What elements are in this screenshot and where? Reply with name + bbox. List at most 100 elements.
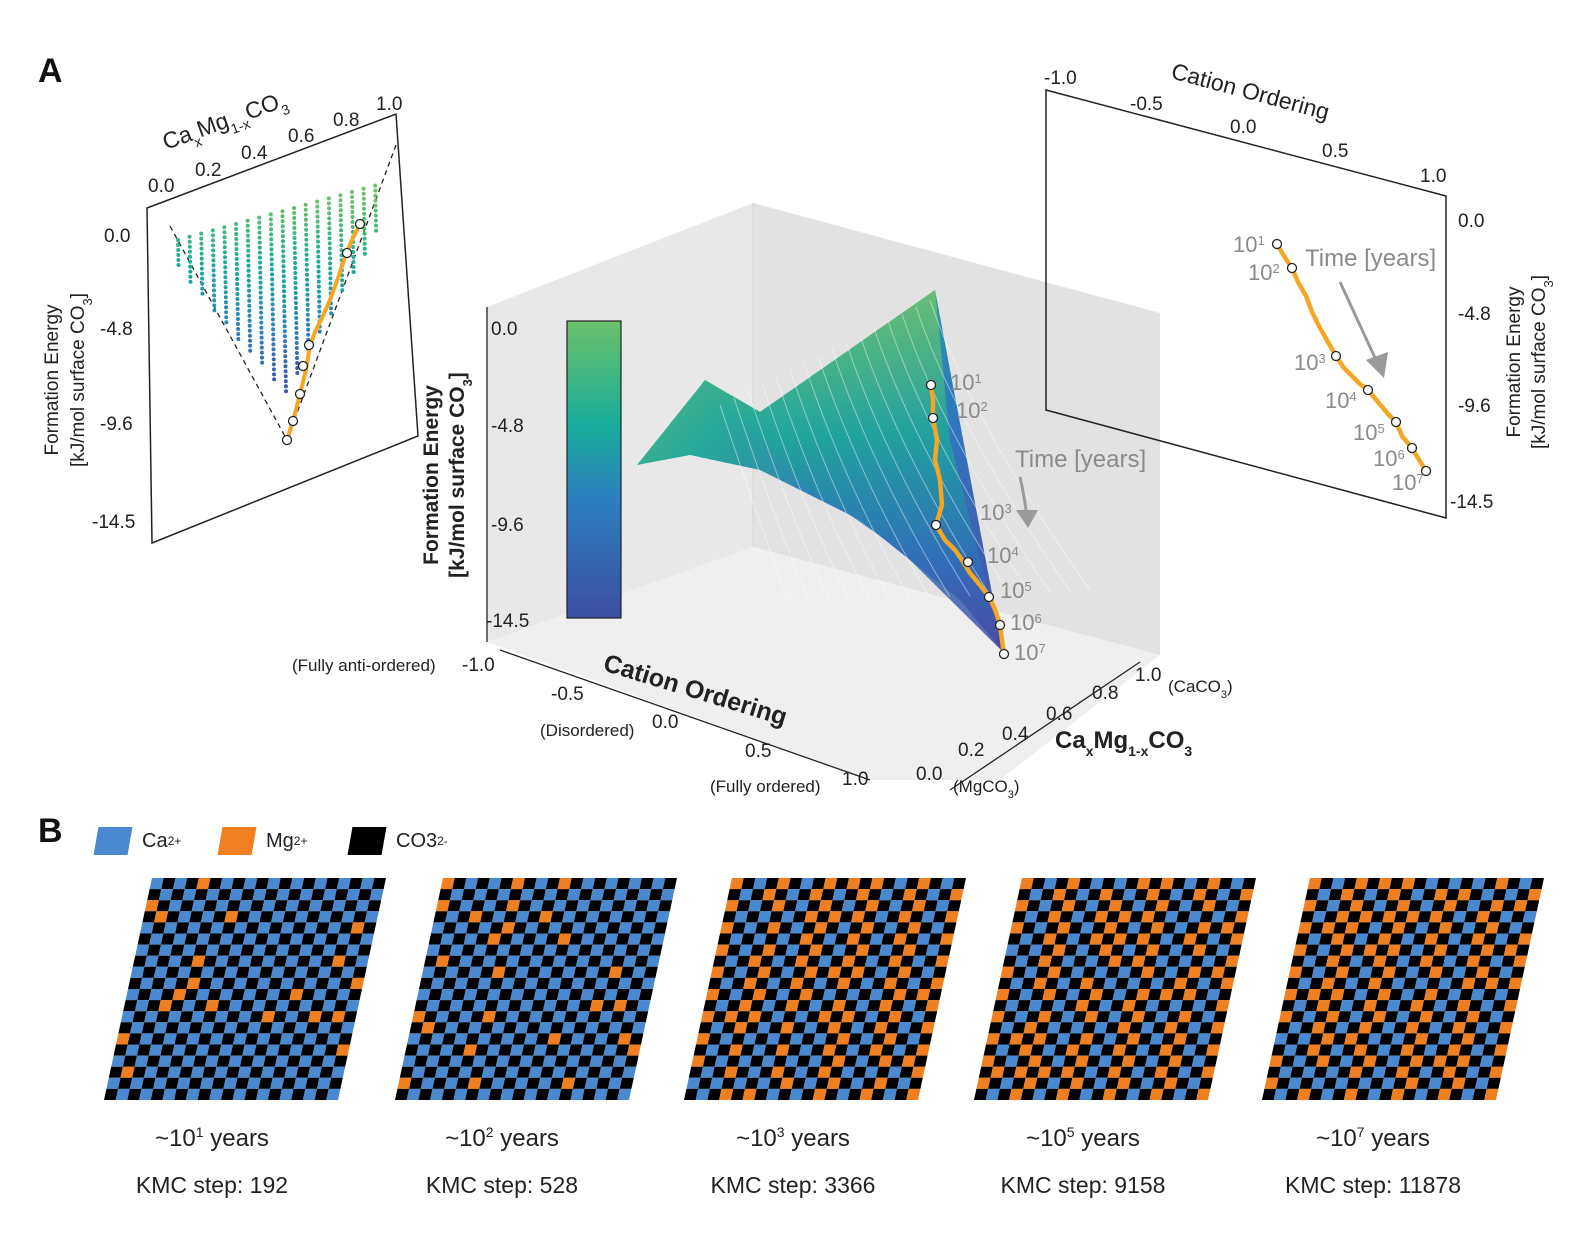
lattice-cell — [1007, 933, 1022, 945]
lattice-cell — [648, 944, 663, 956]
lattice-cell — [416, 989, 431, 1001]
lattice-cell — [242, 933, 257, 945]
scatter-point — [235, 317, 240, 321]
lattice-cell — [837, 922, 852, 934]
lattice-cell — [1283, 1044, 1298, 1056]
lattice-cell — [1447, 1044, 1462, 1056]
lattice-cell — [1459, 989, 1474, 1001]
lattice-cell — [1449, 1033, 1464, 1045]
lattice-cell — [305, 966, 320, 978]
lattice-cell — [151, 1033, 166, 1045]
scatter-point — [281, 264, 286, 269]
scatter-point — [187, 234, 192, 239]
lattice-cell — [726, 1055, 741, 1067]
lattice-cell — [1505, 989, 1520, 1001]
lattice-cell — [1067, 1088, 1082, 1100]
lattice-cell — [797, 944, 812, 956]
lattice-cell — [153, 1077, 168, 1089]
lattice-cell — [890, 1055, 905, 1067]
lattice-cell — [221, 1033, 236, 1045]
lattice-cell — [543, 889, 558, 901]
scatter-point — [283, 379, 288, 384]
lattice-cell — [1159, 1044, 1174, 1056]
lattice-cell — [1100, 989, 1115, 1001]
scatter-point — [199, 256, 204, 261]
lattice-cell — [1461, 922, 1476, 934]
lattice-cell — [1287, 1077, 1302, 1089]
scatter-point — [350, 210, 355, 214]
lattice-cell — [1469, 889, 1484, 901]
lattice-cell — [482, 955, 497, 967]
lattice-cell — [1323, 1022, 1338, 1034]
lattice-cell — [1454, 955, 1469, 967]
lattice-cell — [1288, 966, 1303, 978]
lattice-cell — [825, 922, 840, 934]
lattice-cell — [1304, 944, 1319, 956]
lattice-cell — [604, 878, 619, 890]
lattice-cell — [1348, 1066, 1363, 1078]
lattice-cell — [487, 878, 502, 890]
scatter-point — [270, 272, 274, 277]
lattice-cell — [855, 889, 870, 901]
lattice-cell — [729, 933, 744, 945]
lattice-cell — [1026, 900, 1041, 912]
lattice-cell — [1110, 889, 1125, 901]
lattice-cell — [470, 955, 485, 967]
lattice-cell — [1300, 911, 1315, 923]
lattice-cell — [1061, 955, 1076, 967]
lattice-cell — [250, 900, 265, 912]
lattice-cell — [321, 1055, 336, 1067]
lattice-cell — [1475, 966, 1490, 978]
scatter-point — [362, 236, 367, 241]
lattice-cell — [909, 1022, 924, 1034]
lattice-cell — [127, 1033, 142, 1045]
lattice-cell — [1035, 966, 1050, 978]
lattice-cell — [419, 977, 434, 989]
scatter-point — [280, 219, 285, 224]
scatter-point — [338, 213, 343, 218]
lattice-cell — [1120, 900, 1135, 912]
lattice-cell — [277, 989, 292, 1001]
lattice-cell — [787, 1044, 802, 1056]
scatter-point — [339, 228, 344, 233]
scatter-point — [315, 219, 320, 224]
lattice-cell — [1468, 944, 1483, 956]
lattice-cell — [1490, 900, 1505, 912]
lattice-cell — [1475, 1077, 1490, 1089]
lattice-cell — [214, 955, 229, 967]
scatter-point — [234, 222, 238, 226]
lattice-cell — [780, 966, 795, 978]
lattice-cell — [549, 1077, 564, 1089]
lattice-cell — [939, 933, 954, 945]
scatter-point — [247, 313, 252, 318]
lattice-cell — [512, 1088, 527, 1100]
lattice-cell — [312, 989, 327, 1001]
lattice-cell — [1428, 1022, 1443, 1034]
lattice-cell — [456, 966, 471, 978]
lattice-cell — [1480, 1000, 1495, 1012]
scatter-point — [199, 236, 204, 241]
lattice-cell — [1060, 1066, 1075, 1078]
right-plot-frame — [1045, 89, 1447, 519]
lattice-cell — [1363, 944, 1378, 956]
t-exp: 5 — [1377, 421, 1384, 436]
lattice-cell — [1116, 1077, 1131, 1089]
lattice-cell — [613, 1000, 628, 1012]
lattice-cell — [846, 933, 861, 945]
lattice-cell — [1103, 1033, 1118, 1045]
lattice-cell — [522, 933, 537, 945]
lattice-cell — [900, 955, 915, 967]
lattice-cell — [1091, 922, 1106, 934]
lattice-cell — [1047, 966, 1062, 978]
right-x-tick: 0.0 — [1230, 117, 1256, 138]
lattice-cell — [451, 1044, 466, 1056]
lattice-cell — [1173, 922, 1188, 934]
lattice-cell — [620, 911, 635, 923]
snapshot-time-4: ~105 years — [933, 1124, 1233, 1153]
lattice-cell — [1386, 1000, 1401, 1012]
lattice-cell — [1154, 1011, 1169, 1023]
title-part: 3 — [279, 101, 292, 119]
lattice-cell — [169, 1055, 184, 1067]
scatter-point — [235, 277, 240, 281]
lattice-snapshot — [395, 878, 677, 1100]
